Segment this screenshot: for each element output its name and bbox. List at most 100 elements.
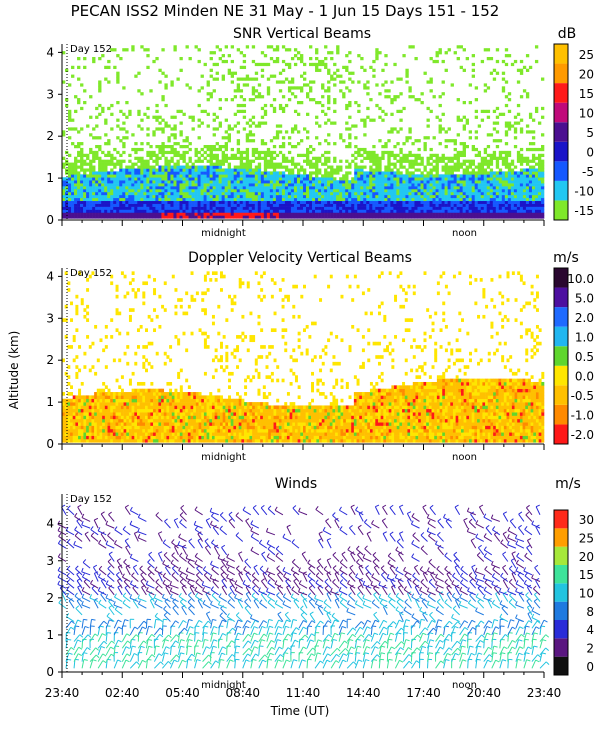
snr-cell: [501, 183, 506, 187]
doppler-cell: [62, 402, 65, 406]
snr-cell: [266, 194, 271, 199]
doppler-cell: [96, 438, 100, 443]
snr-cell: [176, 180, 180, 184]
snr-cell: [414, 186, 418, 190]
snr-cell: [450, 156, 454, 160]
snr-cell: [92, 153, 96, 158]
snr-cell: [167, 206, 171, 210]
snr-cell: [104, 133, 108, 137]
snr-cell: [306, 130, 310, 134]
doppler-cell: [94, 395, 98, 400]
snr-cell: [77, 65, 81, 70]
snr-cell: [206, 200, 210, 204]
doppler-cell: [153, 418, 157, 423]
snr-cell: [92, 191, 96, 196]
snr-cell: [453, 142, 457, 146]
snr-cell: [450, 209, 454, 213]
snr-cell: [287, 212, 292, 216]
snr-cell: [540, 171, 545, 175]
doppler-cell: [75, 395, 79, 400]
snr-cell: [116, 194, 120, 199]
snr-cell: [179, 133, 183, 137]
snr-cell: [309, 150, 313, 155]
doppler-cell: [118, 422, 122, 426]
snr-cell: [309, 177, 313, 181]
snr-cell: [474, 183, 479, 187]
snr-cell: [239, 95, 244, 99]
snr-cell: [330, 209, 334, 213]
snr-cell: [477, 183, 482, 187]
doppler-cell: [83, 435, 87, 440]
snr-cell: [372, 183, 376, 187]
snr-cell: [405, 71, 409, 75]
doppler-cell: [110, 422, 114, 426]
snr-cell: [275, 188, 280, 193]
snr-cell: [462, 144, 466, 149]
snr-cell: [227, 194, 231, 199]
snr-cell: [390, 183, 394, 187]
snr-cell: [167, 180, 171, 184]
snr-cell: [351, 206, 355, 210]
snr-cell: [423, 188, 427, 193]
snr-cell: [257, 209, 262, 213]
doppler-cell: [134, 432, 138, 436]
snr-cell: [182, 139, 186, 143]
doppler-cell: [102, 402, 106, 406]
snr-cell: [104, 165, 108, 169]
doppler-cell: [163, 361, 167, 366]
snr-cell: [306, 183, 310, 187]
snr-cell: [411, 197, 415, 202]
snr-cell: [498, 183, 503, 187]
doppler-cell: [142, 361, 146, 366]
snr-cell: [209, 51, 213, 55]
snr-cell: [149, 191, 153, 196]
snr-cell: [188, 215, 192, 219]
snr-cell: [465, 180, 469, 184]
snr-cell: [158, 68, 162, 72]
doppler-cell: [72, 408, 76, 413]
snr-cell: [345, 194, 349, 199]
snr-cell: [318, 212, 322, 216]
snr-cell: [327, 118, 331, 122]
snr-cell: [309, 162, 313, 166]
snr-cell: [233, 200, 238, 204]
snr-cell: [537, 209, 542, 213]
snr-cell: [260, 156, 265, 160]
snr-cell: [456, 183, 460, 187]
snr-cell: [191, 168, 195, 172]
snr-cell: [420, 212, 424, 216]
colorbar-label: 25: [579, 48, 594, 62]
doppler-cell: [120, 408, 124, 413]
snr-cell: [221, 77, 225, 81]
snr-cell: [71, 180, 75, 184]
snr-cell: [215, 188, 219, 193]
doppler-cell: [104, 385, 108, 389]
doppler-cell: [80, 408, 84, 413]
snr-cell: [179, 186, 183, 190]
snr-cell: [296, 142, 301, 146]
snr-cell: [110, 156, 114, 160]
snr-cell: [309, 191, 313, 196]
snr-cell: [74, 194, 78, 199]
y-tick-label: 3: [46, 87, 54, 101]
snr-cell: [203, 144, 207, 149]
snr-cell: [498, 194, 503, 199]
snr-cell: [525, 191, 530, 196]
snr-cell: [318, 159, 322, 163]
doppler-cell: [64, 408, 68, 413]
snr-cell: [212, 133, 216, 137]
snr-cell: [299, 212, 304, 216]
snr-cell: [513, 130, 518, 134]
snr-cell: [477, 191, 482, 196]
snr-cell: [233, 188, 238, 193]
snr-cell: [158, 168, 162, 172]
snr-cell: [83, 174, 87, 178]
snr-cell: [173, 136, 177, 140]
snr-cell: [366, 194, 370, 199]
doppler-cell: [120, 405, 124, 410]
y-tick-label: 2: [46, 129, 54, 143]
doppler-cell: [67, 435, 71, 440]
snr-cell: [372, 118, 376, 122]
snr-cell: [519, 171, 524, 175]
snr-cell: [68, 153, 72, 158]
